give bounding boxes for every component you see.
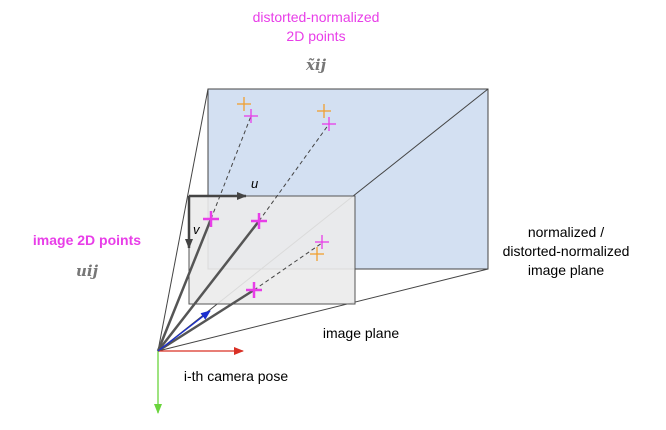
normalized-plane-label-1: normalized / [528,224,604,240]
image-points-title: image 2D points [33,232,141,248]
normalized-plane-label-2: distorted-normalized [503,243,630,259]
distorted-points [237,97,331,261]
image-plane [188,195,356,305]
axis-v-label: v [193,222,201,237]
normalized-points [244,109,336,249]
dashed-rays [210,115,330,291]
normalized-plane-label-3: image plane [528,262,604,278]
image-points [203,211,267,298]
camera-z-axis [157,310,211,352]
image-point-marker [246,282,262,298]
image-points-symbol: uij [76,262,99,280]
distorted-point-marker [237,97,251,111]
camera-pose-label: i-th camera pose [184,368,288,384]
normalized-point-marker [244,109,258,123]
distorted-points-title-1: distorted-normalized [253,9,380,25]
image-plane-label: image plane [323,325,399,341]
normalized-point-marker [322,117,336,131]
distorted-point-marker [310,247,324,261]
solid-rays [156,218,260,353]
distorted-points-title-2: 2D points [286,28,345,44]
normalized-point-marker [315,235,329,249]
image-point-marker [251,213,267,229]
image-point-marker [203,211,219,227]
distorted-points-symbol: x̃ij [305,56,327,74]
axis-u-label: u [251,176,258,191]
distorted-point-marker [317,104,331,118]
